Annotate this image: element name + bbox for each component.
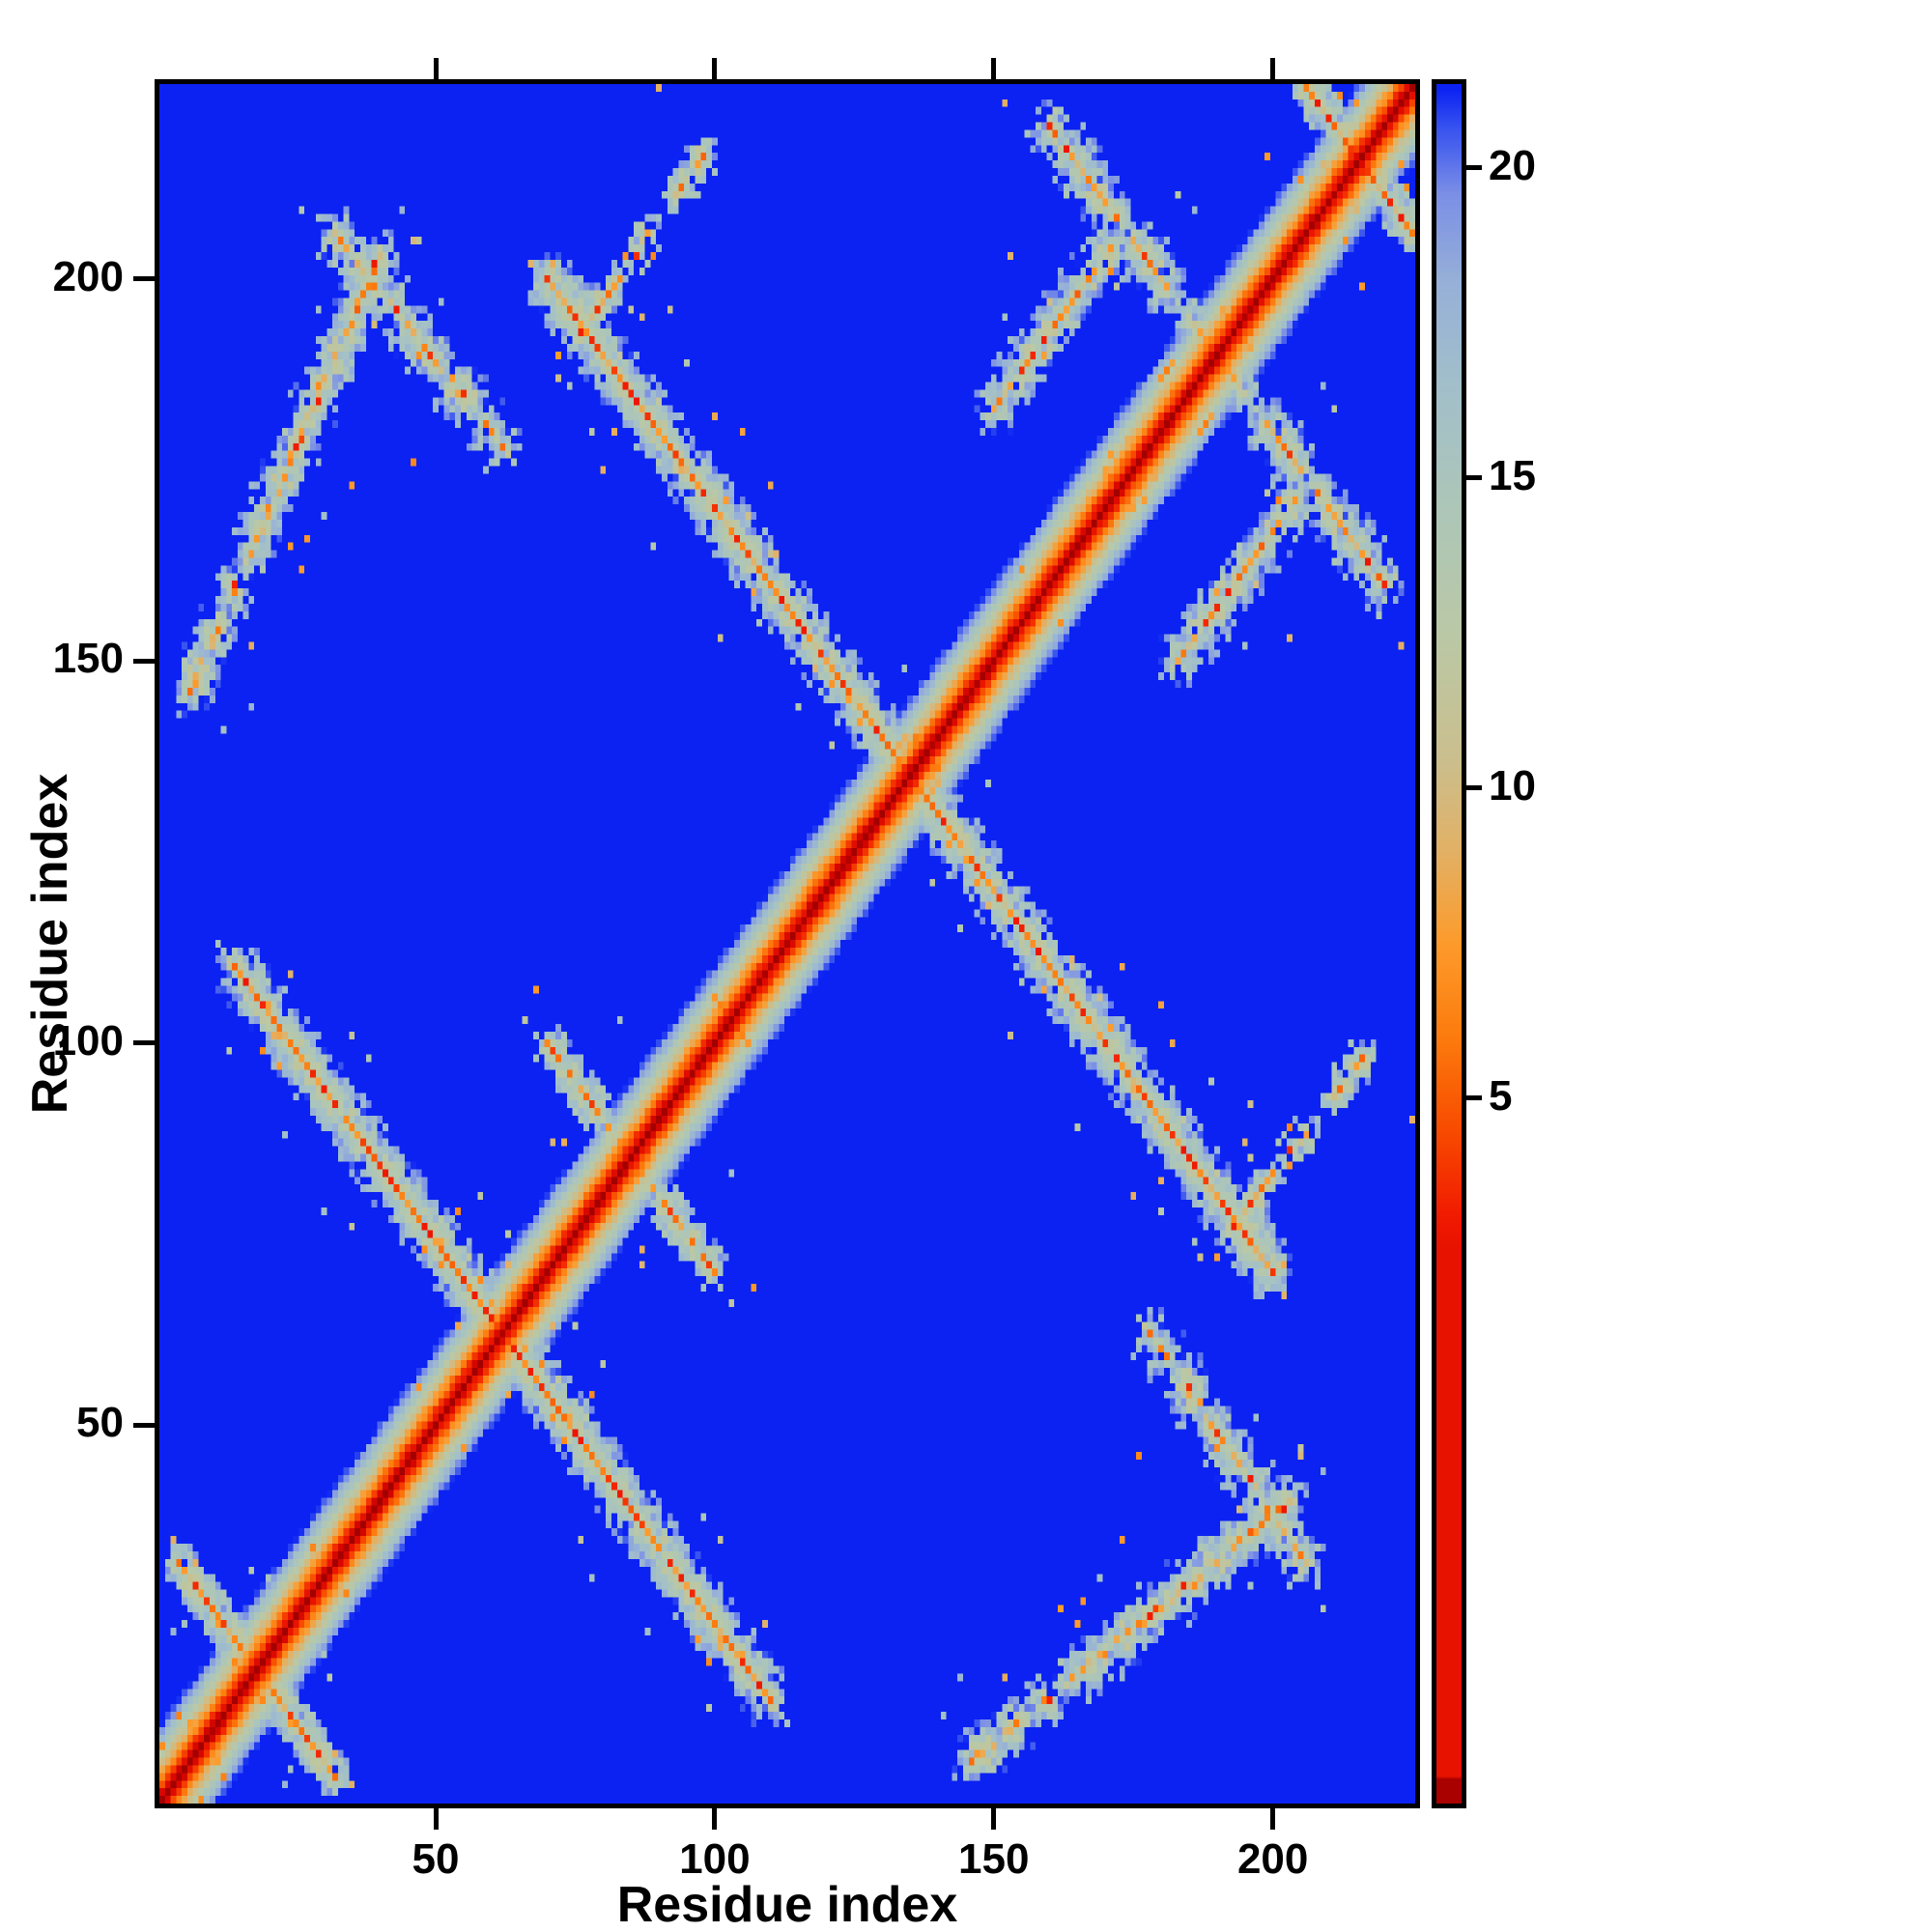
y-tick-mark — [133, 1422, 155, 1428]
x-tick-label: 200 — [1236, 1835, 1309, 1883]
colorbar-tick-label: 10 — [1489, 761, 1536, 810]
x-top-tick-mark — [712, 58, 718, 79]
x-top-tick-mark — [433, 58, 439, 79]
colorbar-tick-label: 20 — [1489, 141, 1536, 189]
y-tick-label: 150 — [52, 635, 124, 683]
x-tick-mark — [991, 1808, 997, 1830]
colorbar-canvas — [1436, 84, 1462, 1804]
colorbar-tick-label: 5 — [1489, 1071, 1513, 1120]
y-tick-mark — [133, 1040, 155, 1046]
colorbar-tick-label: 15 — [1489, 451, 1536, 499]
colorbar-tick-mark — [1466, 1095, 1482, 1101]
contact-map-canvas — [159, 84, 1415, 1804]
x-top-tick-mark — [991, 58, 997, 79]
y-tick-label: 50 — [76, 1399, 124, 1447]
colorbar — [1432, 79, 1466, 1808]
x-top-tick-mark — [1270, 58, 1276, 79]
y-tick-mark — [133, 276, 155, 282]
x-tick-mark — [433, 1808, 439, 1830]
colorbar-tick-mark — [1466, 475, 1482, 481]
x-tick-mark — [1270, 1808, 1276, 1830]
x-tick-label: 100 — [679, 1835, 751, 1883]
y-tick-label: 200 — [52, 252, 124, 300]
colorbar-tick-mark — [1466, 785, 1482, 791]
x-axis-label: Residue index — [616, 1877, 958, 1932]
heatmap-plot — [155, 79, 1420, 1808]
x-tick-label: 150 — [958, 1835, 1030, 1883]
y-tick-label: 100 — [52, 1016, 124, 1065]
y-tick-mark — [133, 658, 155, 664]
x-tick-mark — [712, 1808, 718, 1830]
colorbar-tick-mark — [1466, 165, 1482, 171]
x-tick-label: 50 — [412, 1835, 460, 1883]
